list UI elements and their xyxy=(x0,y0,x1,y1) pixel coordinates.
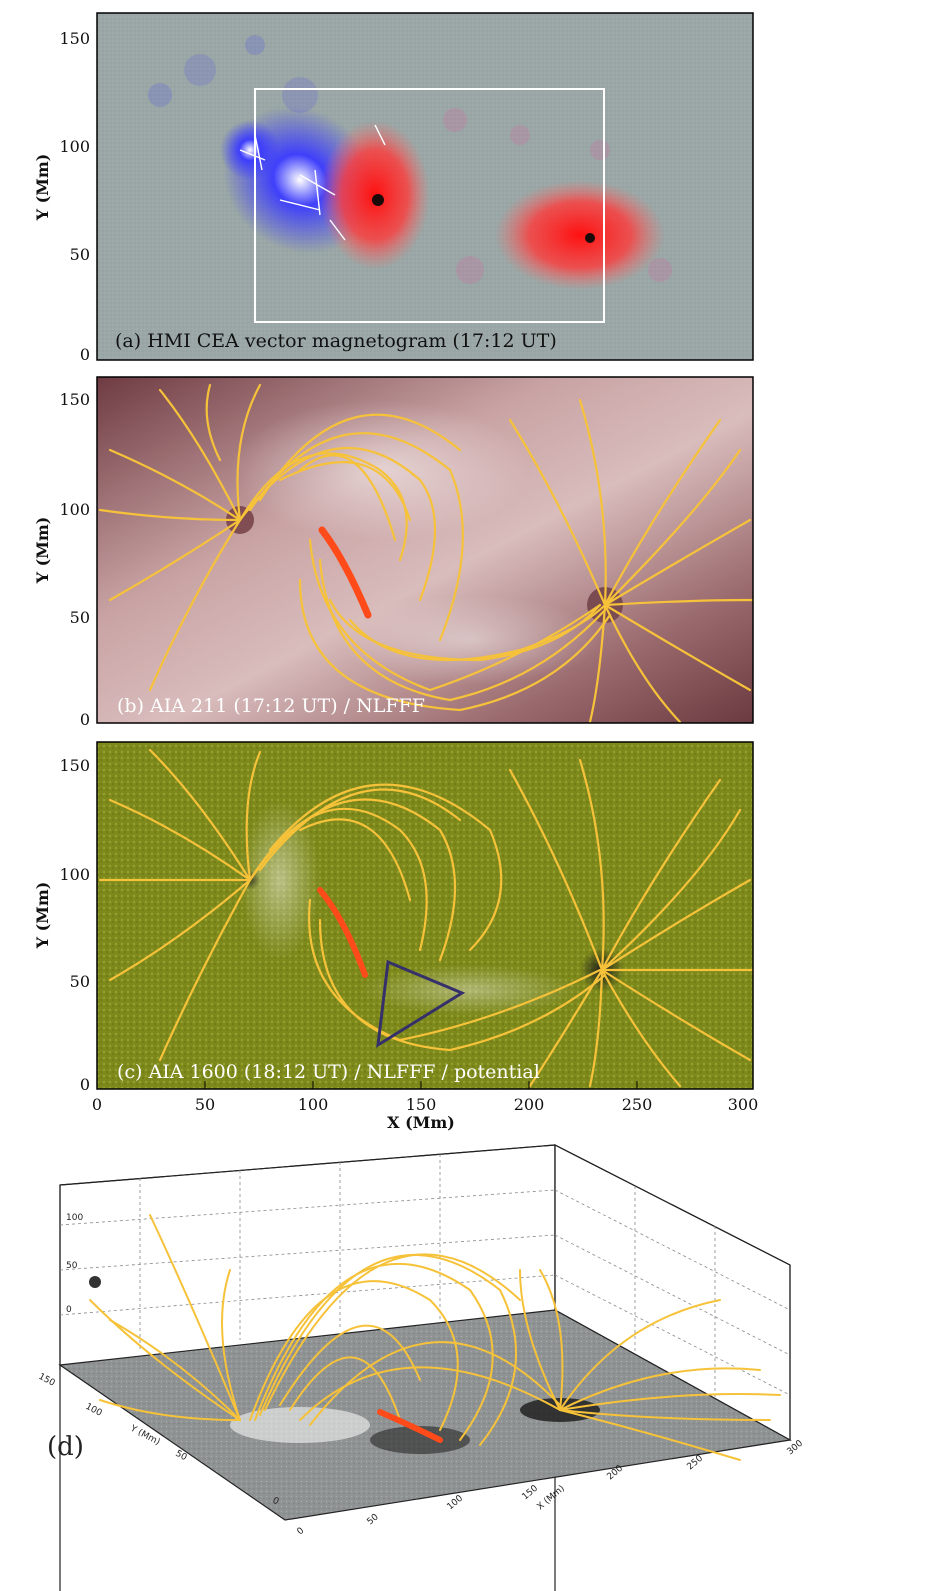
panel-b-flux-rope xyxy=(318,526,372,619)
y-axis-label-c: Y (Mm) xyxy=(33,882,52,950)
tick: 150 xyxy=(59,756,90,775)
panel-b-label: (b) AIA 211 (17:12 UT) / NLFFF xyxy=(117,695,425,717)
panel-d-fieldlines xyxy=(89,1214,781,1461)
panel-a-label: (a) HMI CEA vector magnetogram (17:12 UT… xyxy=(115,330,557,352)
panel-a: (a) HMI CEA vector magnetogram (17:12 UT… xyxy=(96,12,754,361)
axes: Y (Mm) Y (Mm) Y (Mm) 0 50 100 150 0 50 1… xyxy=(33,29,758,1132)
panel-c-fieldlines xyxy=(98,748,754,1088)
panel-a-vectors xyxy=(239,124,386,241)
d-z-tick: 100 xyxy=(66,1213,83,1223)
panel-d-flux-rope xyxy=(377,1409,443,1443)
panel-b: (b) AIA 211 (17:12 UT) / NLFFF xyxy=(96,376,754,724)
tick: 250 xyxy=(622,1095,653,1114)
tick: 200 xyxy=(514,1095,545,1114)
panel-c: (c) AIA 1600 (18:12 UT) / NLFFF / potent… xyxy=(96,741,754,1090)
d-y-tick: 50 xyxy=(174,1449,189,1463)
tick: 50 xyxy=(70,972,90,991)
y-axis-label-b: Y (Mm) xyxy=(33,517,52,585)
panel-c-flux-rope xyxy=(317,887,368,978)
tick: 50 xyxy=(70,245,90,264)
d-z-tick: 50 xyxy=(66,1261,78,1271)
tick: 0 xyxy=(80,345,90,364)
tick: 100 xyxy=(298,1095,329,1114)
panel-c-label: (c) AIA 1600 (18:12 UT) / NLFFF / potent… xyxy=(117,1061,540,1083)
tick: 100 xyxy=(59,500,90,519)
panel-a-positive-flux-sunspot xyxy=(495,180,665,290)
panel-d-magnetogram-floor xyxy=(58,1309,792,1521)
tick: 0 xyxy=(92,1095,102,1114)
panel-a-region-box xyxy=(254,88,605,323)
tick: 50 xyxy=(70,608,90,627)
tick: 150 xyxy=(59,390,90,409)
panel-b-fieldlines xyxy=(98,383,754,724)
x-axis-label: X (Mm) xyxy=(387,1113,455,1132)
panel-c-triangle-marker xyxy=(376,959,466,1048)
d-y-tick: 150 xyxy=(37,1372,57,1389)
tick: 150 xyxy=(59,29,90,48)
panel-d-label: (d) xyxy=(47,1432,84,1462)
tick: 100 xyxy=(59,865,90,884)
d-x-tick: 300 xyxy=(786,1438,806,1457)
panel-d: 100 50 0 150 100 Y (Mm) 50 0 0 50 100 15… xyxy=(37,1144,806,1591)
tick: 0 xyxy=(80,710,90,729)
tick: 100 xyxy=(59,137,90,156)
d-x-tick: 0 xyxy=(296,1526,307,1538)
tick: 150 xyxy=(406,1095,437,1114)
tick: 0 xyxy=(80,1075,90,1094)
tick: 300 xyxy=(728,1095,759,1114)
y-axis-label-a: Y (Mm) xyxy=(33,154,52,222)
d-y-tick: 0 xyxy=(271,1496,281,1508)
d-z-tick: 0 xyxy=(66,1305,72,1315)
tick: 50 xyxy=(195,1095,215,1114)
